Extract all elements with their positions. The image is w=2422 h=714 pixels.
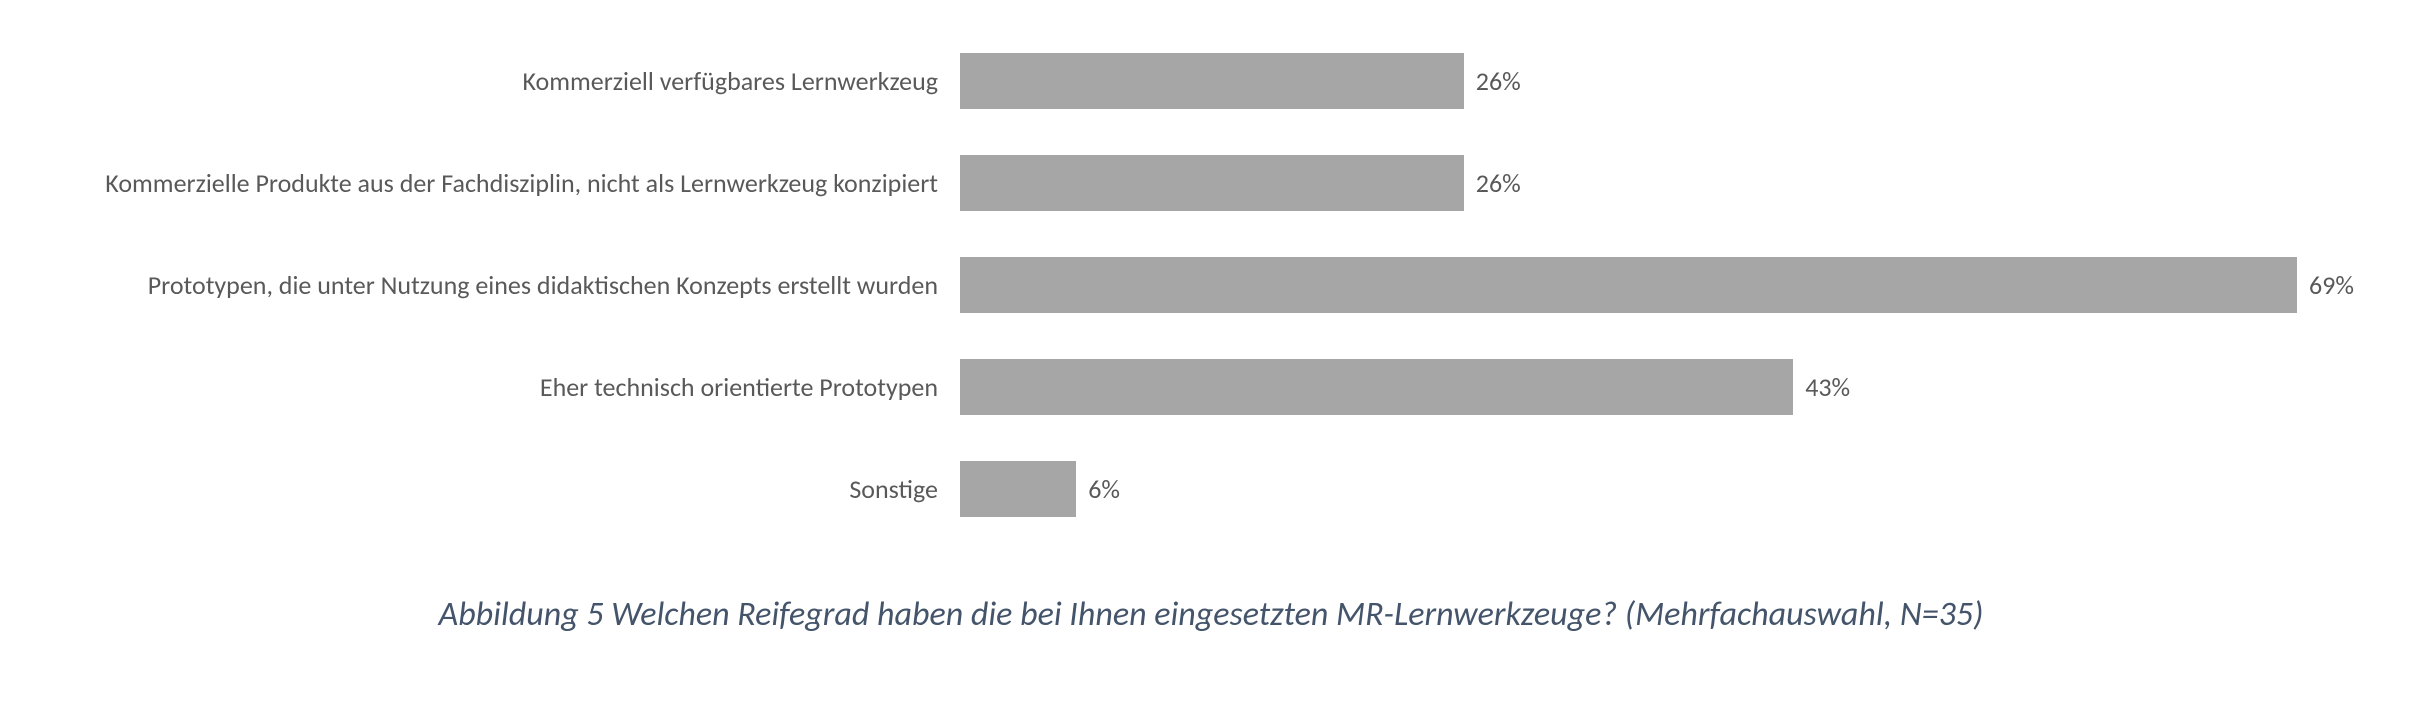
- bar-row: Kommerziell verfügbares Lernwerkzeug 26%: [0, 30, 2422, 132]
- value-label: 43%: [1805, 371, 1850, 403]
- category-label: Eher technisch orientierte Prototypen: [0, 371, 960, 403]
- bar-area: 6%: [960, 461, 1120, 517]
- chart-container: Kommerziell verfügbares Lernwerkzeug 26%…: [0, 0, 2422, 714]
- bar-area: 26%: [960, 53, 1521, 109]
- category-label: Kommerziell verfügbares Lernwerkzeug: [0, 65, 960, 97]
- bar-row: Kommerzielle Produkte aus der Fachdiszip…: [0, 132, 2422, 234]
- bar: [960, 257, 2297, 313]
- bar-area: 26%: [960, 155, 1521, 211]
- bar: [960, 53, 1464, 109]
- bar: [960, 461, 1076, 517]
- bar-area: 69%: [960, 257, 2354, 313]
- bar-row: Eher technisch orientierte Prototypen 43…: [0, 336, 2422, 438]
- figure-caption: Abbildung 5 Welchen Reifegrad haben die …: [0, 594, 2422, 635]
- bar: [960, 155, 1464, 211]
- value-label: 26%: [1476, 65, 1521, 97]
- category-label: Prototypen, die unter Nutzung eines dida…: [0, 269, 960, 301]
- bar: [960, 359, 1793, 415]
- value-label: 69%: [2309, 269, 2354, 301]
- bar-area: 43%: [960, 359, 1850, 415]
- category-label: Kommerzielle Produkte aus der Fachdiszip…: [0, 167, 960, 199]
- bar-row: Sonstige 6%: [0, 438, 2422, 540]
- category-label: Sonstige: [0, 473, 960, 505]
- bar-rows: Kommerziell verfügbares Lernwerkzeug 26%…: [0, 30, 2422, 540]
- value-label: 6%: [1088, 473, 1120, 505]
- bar-row: Prototypen, die unter Nutzung eines dida…: [0, 234, 2422, 336]
- value-label: 26%: [1476, 167, 1521, 199]
